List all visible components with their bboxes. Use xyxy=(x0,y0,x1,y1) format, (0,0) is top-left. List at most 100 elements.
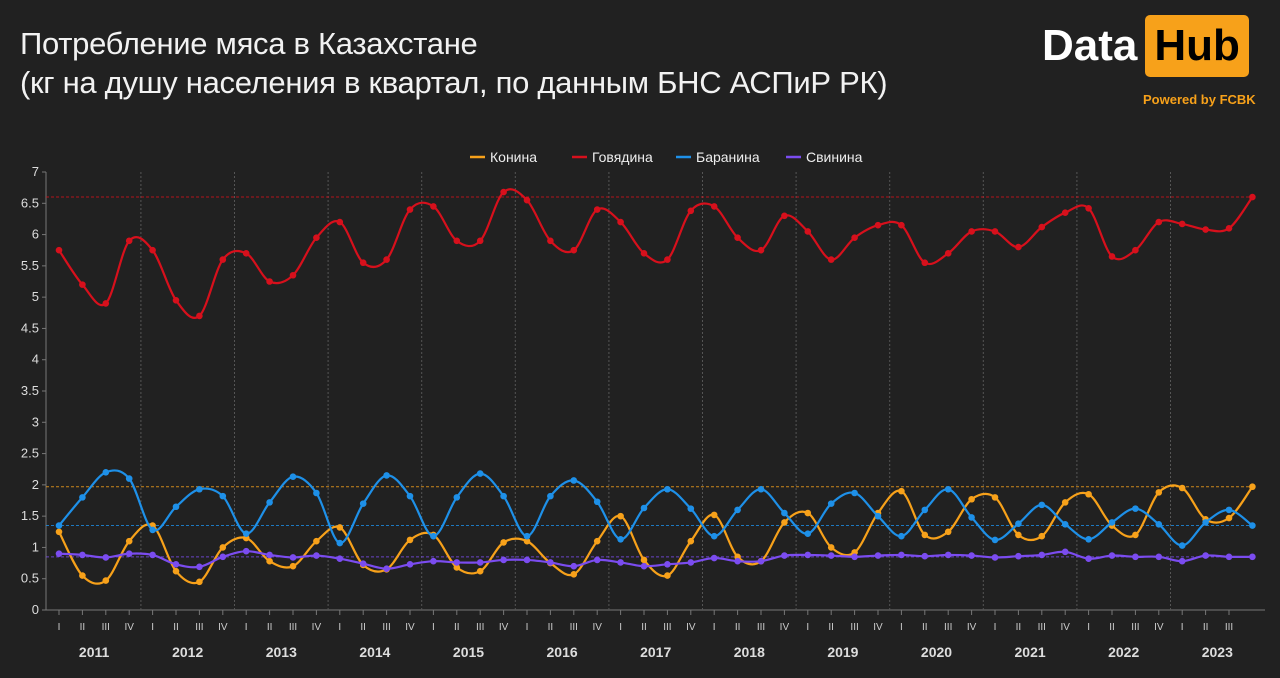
data-point xyxy=(968,552,975,559)
data-point xyxy=(289,554,297,561)
data-point xyxy=(1085,535,1092,543)
data-point xyxy=(991,554,999,561)
data-point xyxy=(734,557,741,565)
y-tick-label: 1.5 xyxy=(21,508,39,523)
data-point xyxy=(781,519,788,526)
data-point xyxy=(944,250,952,257)
data-point xyxy=(196,485,203,493)
quarter-label: II xyxy=(922,622,928,633)
data-point xyxy=(710,554,718,562)
data-point xyxy=(781,509,788,517)
data-point xyxy=(734,506,741,514)
title-line-2: (кг на душу населения в квартал, по данн… xyxy=(20,65,888,100)
data-point xyxy=(593,498,601,506)
year-label: 2018 xyxy=(734,644,765,660)
legend-item: Конина xyxy=(470,149,537,165)
quarter-label: II xyxy=(548,622,554,633)
data-point xyxy=(125,475,133,482)
data-point xyxy=(664,256,671,263)
data-point xyxy=(102,554,110,561)
data-point xyxy=(523,532,531,540)
data-point xyxy=(476,567,484,575)
data-point xyxy=(1155,489,1163,496)
data-point xyxy=(687,505,695,512)
series-line xyxy=(58,550,1253,570)
quarter-label: IV xyxy=(873,622,883,633)
quarter-label: III xyxy=(382,622,390,633)
data-point xyxy=(687,207,695,215)
data-point xyxy=(898,551,905,559)
logo-word-data: Data xyxy=(1042,21,1138,70)
data-point xyxy=(968,228,975,235)
data-point xyxy=(804,530,812,537)
data-point xyxy=(921,531,929,539)
y-tick-label: 5.5 xyxy=(21,258,39,273)
series-govyadina xyxy=(55,188,1256,320)
y-tick-label: 7 xyxy=(32,164,39,179)
y-tick-label: 3.5 xyxy=(21,383,39,398)
series-svinina xyxy=(55,547,1256,573)
data-point xyxy=(79,281,86,288)
data-point xyxy=(242,547,250,555)
quarter-label: II xyxy=(1109,622,1115,633)
data-point xyxy=(664,572,671,579)
series-line xyxy=(58,469,1254,547)
data-point xyxy=(617,512,624,520)
data-point xyxy=(921,506,929,514)
quarter-label: I xyxy=(151,622,154,633)
y-tick-label: 2 xyxy=(32,477,39,492)
quarter-label: IV xyxy=(218,622,228,633)
data-point xyxy=(476,237,484,245)
legend-item: Говядина xyxy=(572,149,653,165)
quarter-label: II xyxy=(641,622,647,633)
data-point xyxy=(523,537,531,545)
year-label: 2011 xyxy=(79,644,110,660)
data-point xyxy=(1132,553,1139,561)
quarter-label: IV xyxy=(592,622,602,633)
data-point xyxy=(968,514,975,521)
data-point xyxy=(500,556,507,564)
data-point xyxy=(1085,555,1092,562)
data-point xyxy=(1225,553,1233,561)
quarter-label: III xyxy=(570,622,578,633)
data-point xyxy=(1108,519,1116,526)
data-point xyxy=(991,494,999,501)
year-label: 2015 xyxy=(453,644,484,660)
quarter-label: III xyxy=(289,622,297,633)
data-point xyxy=(1108,552,1116,559)
year-label: 2020 xyxy=(921,644,952,660)
data-point xyxy=(547,492,554,500)
data-point xyxy=(991,228,999,235)
y-tick-label: 5 xyxy=(32,289,39,304)
data-point xyxy=(172,503,180,511)
data-point xyxy=(1038,532,1046,540)
data-point xyxy=(500,539,507,546)
data-point xyxy=(219,553,227,561)
y-tick-label: 1 xyxy=(32,539,39,554)
quarter-label: II xyxy=(735,622,741,633)
quarter-label: I xyxy=(1181,622,1184,633)
data-point xyxy=(570,571,578,578)
data-point xyxy=(102,300,110,307)
data-point xyxy=(1038,551,1046,559)
data-point xyxy=(313,234,320,242)
data-point xyxy=(991,536,999,544)
data-point xyxy=(125,537,133,545)
data-point xyxy=(1132,531,1139,539)
data-point xyxy=(1155,520,1163,528)
data-point xyxy=(593,537,601,545)
quarter-label: IV xyxy=(686,622,696,633)
data-point xyxy=(734,234,741,242)
quarter-label: III xyxy=(757,622,765,633)
data-point xyxy=(710,203,718,210)
data-point xyxy=(1015,243,1022,251)
year-label: 2012 xyxy=(172,644,203,660)
data-point xyxy=(430,557,437,565)
y-tick-label: 4.5 xyxy=(21,320,39,335)
data-point xyxy=(125,550,133,557)
series-line xyxy=(58,188,1254,319)
data-point xyxy=(476,470,484,477)
data-point xyxy=(944,551,952,559)
data-point xyxy=(430,532,437,540)
